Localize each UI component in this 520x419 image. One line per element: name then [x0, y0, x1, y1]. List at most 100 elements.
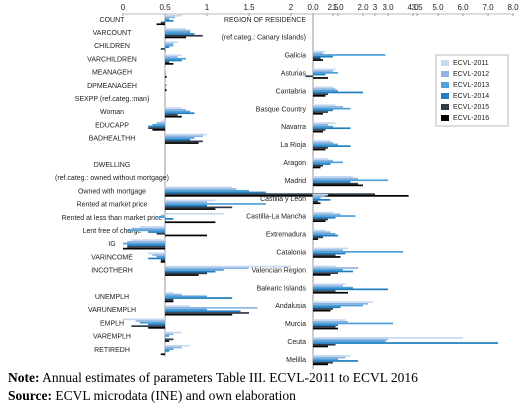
bar — [313, 324, 338, 326]
bar — [165, 298, 174, 301]
bar — [313, 177, 358, 180]
bar — [139, 321, 165, 324]
bar — [313, 129, 326, 131]
bar — [165, 115, 182, 118]
bar — [165, 49, 166, 52]
bar — [127, 241, 165, 243]
bar — [313, 163, 331, 165]
category-label: MEANAGEH — [92, 70, 132, 77]
bar — [165, 20, 174, 22]
x-tick-label: 2 — [289, 3, 294, 12]
bar — [313, 322, 393, 325]
category-label: Rented at market price — [77, 202, 148, 209]
bar — [313, 179, 388, 182]
bar — [313, 304, 363, 307]
category-label: REGION OF RESIDENCE — [224, 17, 306, 24]
bar — [313, 158, 328, 160]
category-label: DWELLING — [94, 162, 131, 169]
bar — [313, 338, 388, 341]
bar — [313, 130, 323, 133]
bar — [165, 272, 207, 275]
bar — [165, 218, 174, 220]
bar — [313, 233, 336, 235]
bar — [313, 176, 353, 178]
bar — [313, 182, 358, 185]
bar — [165, 34, 203, 37]
bar — [165, 188, 237, 190]
category-label: La Rioja — [280, 142, 306, 149]
bar — [313, 268, 343, 271]
bar — [313, 86, 333, 89]
bar — [165, 109, 186, 111]
bar — [313, 343, 336, 346]
bar — [165, 305, 191, 307]
bar — [165, 348, 174, 350]
category-label: Basque Country — [256, 106, 307, 113]
bar — [165, 61, 170, 63]
bar — [165, 33, 195, 35]
category-label: Owned with mortgage — [78, 188, 146, 195]
bar — [313, 326, 336, 328]
category-label: UNEMPLH — [95, 294, 129, 301]
category-label: Ceuta — [287, 339, 306, 346]
category-label: Aragon — [283, 160, 306, 167]
x-tick-label: 8.0 — [507, 3, 519, 12]
bar — [313, 211, 333, 214]
category-label: (ref.categ.: Canary Islands) — [222, 35, 306, 42]
category-label: CHILDREN — [94, 43, 130, 50]
bar — [165, 87, 166, 90]
bar — [165, 84, 167, 86]
bar — [305, 75, 313, 78]
bar — [165, 71, 166, 73]
bar — [313, 161, 343, 164]
bar — [123, 318, 165, 321]
bar — [165, 138, 191, 141]
bar — [313, 72, 338, 74]
bar — [165, 69, 166, 72]
bar — [313, 109, 333, 112]
bar — [165, 267, 249, 270]
bar — [313, 107, 351, 110]
x-tick-label: 0.5 — [159, 3, 171, 12]
bar — [127, 229, 165, 232]
bar — [160, 21, 165, 24]
note-text: Annual estimates of parameters Table III… — [42, 370, 418, 385]
bar — [165, 212, 224, 215]
bar — [313, 140, 331, 142]
x-tick-label: 4.0 — [407, 3, 419, 12]
note-line: Note: Annual estimates of parameters Tab… — [8, 370, 418, 385]
bar — [148, 323, 165, 326]
category-label: Galicia — [285, 53, 307, 60]
bar — [165, 86, 166, 88]
bar — [165, 44, 174, 47]
bar — [165, 195, 409, 197]
category-label: Catalonia — [276, 250, 306, 257]
bar — [165, 54, 182, 57]
bar — [165, 135, 203, 138]
bar — [165, 67, 166, 70]
bar — [313, 145, 351, 147]
legend-label: ECVL-2012 — [453, 71, 489, 78]
category-label: COUNT — [100, 17, 126, 24]
bar — [313, 251, 403, 253]
bar — [313, 197, 321, 199]
category-label: VAREMPLH — [93, 334, 131, 341]
bar — [165, 300, 174, 303]
x-tick-label: 2.0 — [357, 3, 369, 12]
bar — [313, 95, 326, 97]
bar — [313, 184, 363, 187]
bar — [313, 361, 333, 364]
bar — [313, 238, 318, 240]
bar — [313, 50, 326, 53]
bar — [313, 337, 463, 339]
bar — [165, 28, 186, 30]
bar — [165, 14, 182, 17]
legend-label: ECVL-2016 — [453, 115, 489, 122]
bar — [165, 107, 182, 109]
bar — [313, 356, 346, 359]
legend-swatch — [441, 71, 449, 77]
bar — [165, 336, 166, 339]
bar — [165, 338, 174, 341]
category-label: Castilla-La Mancha — [246, 214, 306, 221]
bar — [148, 252, 165, 255]
